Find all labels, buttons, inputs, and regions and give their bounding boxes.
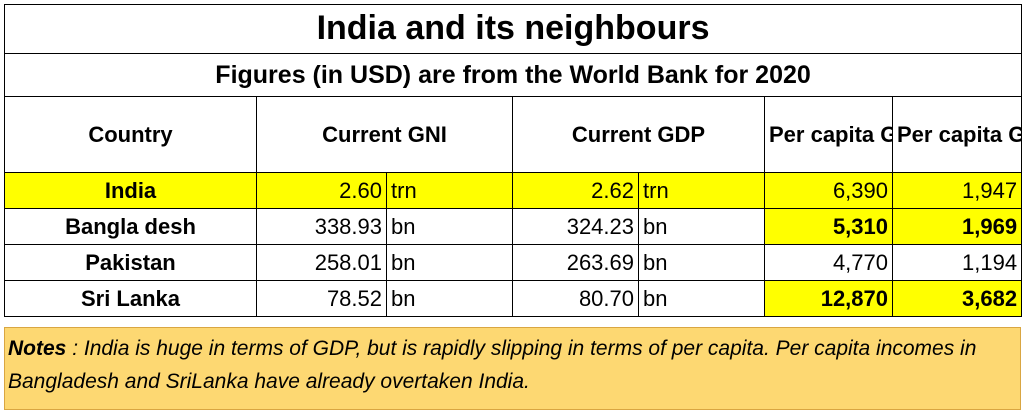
gni-unit: bn [386,280,513,317]
subtitle-row: Figures (in USD) are from the World Bank… [3,53,1023,97]
header-current-gdp: Current GDP [512,96,765,173]
country-cell: India [4,172,257,209]
table-row-pakistan: Pakistan 258.01 bn 263.69 bn 4,770 1,194 [4,244,1023,281]
gni-unit: trn [386,172,513,209]
table-row-bangladesh: Bangla desh 338.93 bn 324.23 bn 5,310 1,… [4,208,1023,245]
gni-value: 338.93 [256,208,387,245]
gdp-value: 263.69 [512,244,639,281]
pc-gdp-value: 3,682 [891,280,1023,317]
pc-gni-ppp-value: 12,870 [764,280,893,317]
gni-value: 258.01 [256,244,387,281]
gdp-unit: trn [638,172,765,209]
table-row-sri-lanka: Sri Lanka 78.52 bn 80.70 bn 12,870 3,682 [4,280,1023,317]
gdp-unit: bn [638,244,765,281]
header-per-capita-gdp-line2: GDP [1008,122,1020,147]
table-subtitle: Figures (in USD) are from the World Bank… [3,53,1023,97]
pc-gni-ppp-value: 6,390 [764,172,893,209]
gdp-value: 2.62 [512,172,639,209]
pc-gni-ppp-value: 4,770 [764,244,893,281]
header-row: Country Current GNI Current GDP Per capi… [4,96,1023,173]
pc-gdp-value: 1,969 [891,208,1023,245]
pc-gdp-value: 1,194 [891,244,1023,281]
notes-label: Notes [8,337,67,360]
table-title: India and its neighbours [3,4,1023,54]
gni-value: 78.52 [256,280,387,317]
country-cell: Sri Lanka [4,280,257,317]
pc-gdp-value: 1,947 [891,172,1023,209]
pc-gni-ppp-value: 5,310 [764,208,893,245]
title-row: India and its neighbours [3,4,1023,54]
notes-box: Notes : India is huge in terms of GDP, b… [4,327,1021,410]
header-per-capita-gdp: Per capita GDP [891,96,1023,173]
neighbours-table: India and its neighbours Figures (in USD… [3,4,1023,317]
table-row-india: India 2.60 trn 2.62 trn 6,390 1,947 [4,172,1023,209]
gdp-value: 80.70 [512,280,639,317]
country-cell: Pakistan [4,244,257,281]
notes-text: : India is huge in terms of GDP, but is … [8,337,977,393]
header-per-capita-gni-ppp: Per capita GNI - PPP [764,96,893,173]
header-per-capita-gdp-line1: Per capita [897,121,1003,147]
gni-value: 2.60 [256,172,387,209]
header-per-capita-gni-ppp-line2: GNI - PPP [880,122,891,147]
gni-unit: bn [386,244,513,281]
gdp-unit: bn [638,208,765,245]
header-country: Country [4,96,257,173]
gni-unit: bn [386,208,513,245]
gdp-value: 324.23 [512,208,639,245]
gdp-unit: bn [638,280,765,317]
header-current-gni: Current GNI [256,96,513,173]
data-table-container: India and its neighbours Figures (in USD… [3,4,1023,410]
header-per-capita-gni-ppp-line1: Per capita [769,121,875,147]
country-cell: Bangla desh [4,208,257,245]
